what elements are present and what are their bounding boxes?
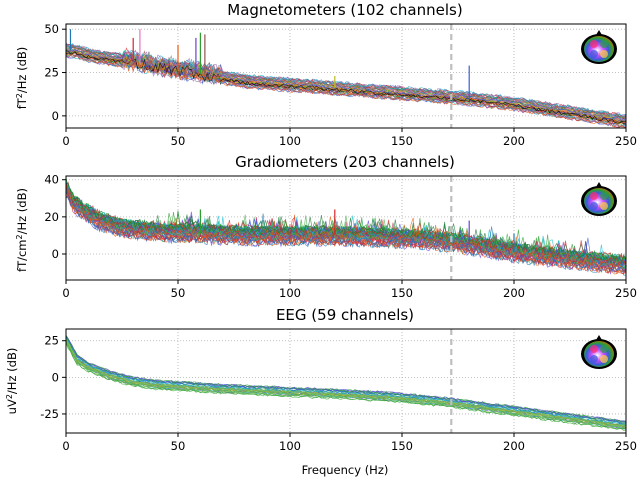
channel-trace (66, 338, 626, 427)
channel-trace (66, 340, 626, 429)
y-tick-label: 20 (44, 210, 59, 224)
panel-magnetometers: Magnetometers (102 channels) fT2/Hz (dB)… (15, 1, 637, 148)
channel-traces (66, 176, 626, 280)
x-tick-label: 250 (615, 134, 637, 148)
x-tick-label: 200 (503, 286, 525, 300)
channel-trace (66, 50, 626, 124)
channel-trace (66, 190, 626, 275)
channel-trace (66, 337, 626, 425)
y-tick-label: 25 (44, 334, 59, 348)
sensor-map-icon (581, 30, 617, 64)
x-tick-label: 100 (279, 286, 301, 300)
y-tick-label: 40 (44, 173, 59, 187)
channel-trace (66, 342, 626, 431)
y-tick-label: 0 (52, 109, 59, 123)
channel-trace (66, 43, 626, 118)
x-tick-label: 150 (391, 134, 413, 148)
channel-trace (66, 50, 626, 125)
channel-traces (66, 24, 626, 128)
y-tick-label: 50 (44, 22, 59, 36)
panel-gradiometers: Gradiometers (203 channels) fT/cm2/Hz (d… (15, 153, 637, 300)
channel-trace (66, 335, 626, 423)
y-axis-label: fT2/Hz (dB) (15, 47, 29, 110)
y-tick-label: 0 (52, 247, 59, 261)
chart-title: Gradiometers (203 channels) (235, 153, 455, 171)
x-tick-label: 100 (279, 134, 301, 148)
x-tick-label: 0 (62, 286, 69, 300)
x-tick-label: 0 (62, 134, 69, 148)
channel-trace (66, 53, 626, 128)
y-tick-label: 0 (52, 370, 59, 384)
x-axis-label: Frequency (Hz) (302, 463, 389, 477)
axes: 0 50 100 150 200 250 0 25 50 (44, 22, 637, 148)
channel-trace (66, 340, 626, 429)
x-tick-label: 150 (391, 439, 413, 453)
panel-eeg: EEG (59 channels) uV2/Hz (dB) 0 50 100 150 2… (5, 306, 637, 477)
x-tick-label: 250 (615, 439, 637, 453)
channel-trace (66, 184, 626, 271)
channel-trace (66, 336, 626, 423)
axes: 0 50 100 150 200 250 -25 0 25 (40, 328, 637, 453)
x-tick-label: 50 (171, 439, 186, 453)
x-tick-label: 50 (171, 134, 186, 148)
x-tick-label: 200 (503, 134, 525, 148)
x-tick-label: 50 (171, 286, 186, 300)
channel-trace (66, 335, 626, 423)
channel-trace (66, 191, 626, 274)
sensor-map-icon (581, 182, 617, 216)
x-tick-label: 200 (503, 439, 525, 453)
axes-frame (65, 328, 627, 434)
channel-traces (66, 329, 626, 433)
x-tick-label: 150 (391, 286, 413, 300)
x-tick-label: 100 (279, 439, 301, 453)
y-tick-label: 25 (44, 66, 59, 80)
x-tick-label: 0 (62, 439, 69, 453)
channel-trace (66, 48, 626, 122)
y-axis-label: uV2/Hz (dB) (5, 348, 19, 415)
sensor-map-icon (581, 335, 617, 369)
chart-title: Magnetometers (102 channels) (227, 1, 462, 19)
x-tick-label: 250 (615, 286, 637, 300)
y-axis-label: fT/cm2/Hz (dB) (15, 188, 29, 272)
axes-frame (65, 23, 627, 129)
axes: 0 50 100 150 200 250 0 20 40 (44, 173, 637, 300)
chart-title: EEG (59 channels) (276, 306, 414, 324)
axes-frame (65, 175, 627, 281)
y-tick-label: -25 (40, 407, 59, 421)
